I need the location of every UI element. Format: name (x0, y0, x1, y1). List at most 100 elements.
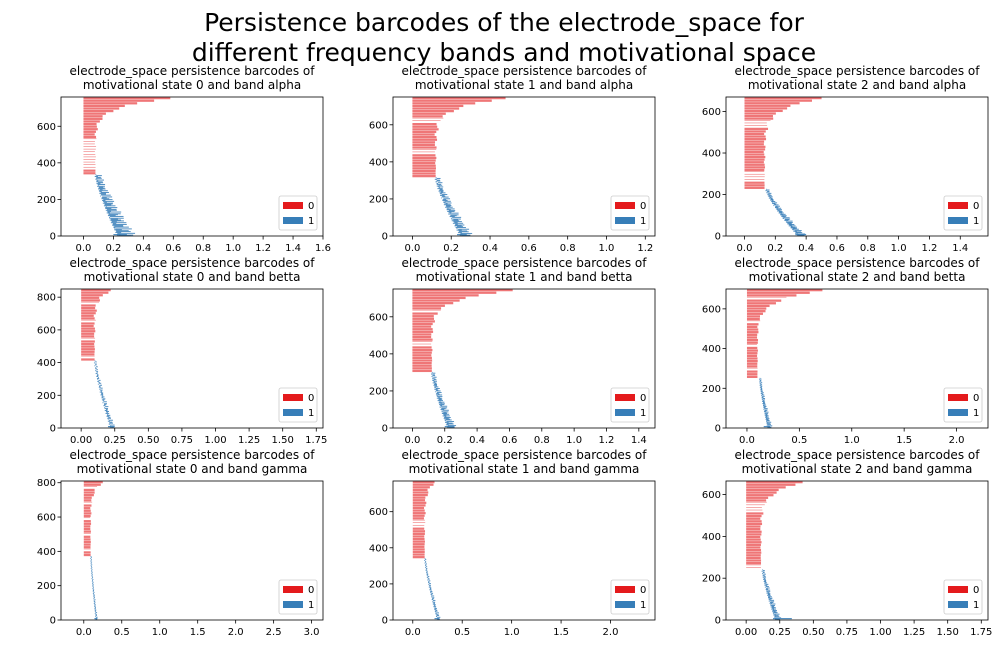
dim1-bar (428, 582, 430, 584)
dim0-bar (412, 117, 444, 119)
dim1-bar (759, 385, 761, 387)
dim1-bar (765, 413, 768, 415)
legend-label: 1 (308, 408, 314, 419)
dim1-bar (790, 226, 798, 228)
dim1-bar (107, 208, 117, 210)
dim1-bar (109, 419, 113, 421)
dim1-bar (429, 588, 432, 590)
dim1-bar (770, 198, 774, 200)
dim1-bar (772, 203, 776, 205)
dim0-bar (81, 319, 96, 321)
dim1-bar (761, 392, 764, 394)
y-tick-label: 400 (37, 358, 56, 369)
dim1-bar (768, 595, 770, 597)
dim1-bar (788, 222, 792, 224)
dim1-bar (90, 567, 92, 569)
dim1-bar (93, 598, 95, 600)
dim1-bar (107, 413, 109, 415)
dim0-bar (412, 322, 433, 326)
dim1-bar (116, 231, 131, 233)
dim1-bar (103, 404, 107, 406)
dim1-bar (765, 583, 769, 585)
dim1-bar (93, 589, 95, 591)
dim1-bar (95, 367, 96, 369)
x-tick-label: 1.2 (921, 243, 937, 254)
subplot-title-line: electrode_space persistence barcodes of (735, 64, 981, 78)
dim1-bar (109, 215, 124, 217)
dim1-bar (767, 591, 769, 593)
dim1-bar (765, 415, 768, 417)
dim0-bar (744, 102, 800, 105)
bars-group (412, 289, 513, 428)
dim1-bar (113, 226, 129, 228)
dim1-bar (425, 567, 428, 569)
dim1-bar (770, 602, 774, 604)
dim0-bar (412, 172, 436, 175)
dim1-bar (97, 179, 105, 181)
dim1-bar (447, 425, 457, 427)
dim1-bar (774, 618, 780, 620)
dim1-bar (109, 216, 111, 218)
dim1-bar (766, 421, 768, 423)
dim1-bar (773, 614, 776, 616)
dim1-bar (449, 216, 455, 218)
dim0-bar (81, 345, 95, 348)
dim1-bar (762, 570, 765, 572)
dim1-bar (97, 182, 104, 184)
dim0-bar (746, 362, 758, 365)
dim1-bar (90, 562, 92, 564)
legend-label: 1 (640, 216, 646, 227)
dim1-bar (764, 583, 766, 585)
x-tick-label: 1.4 (952, 243, 968, 254)
dim0-bar (746, 299, 782, 302)
dim0-bar (83, 148, 96, 150)
dim1-bar (446, 209, 451, 211)
dim1-bar (761, 398, 763, 400)
dim1-bar (432, 372, 436, 374)
dim1-bar (92, 585, 94, 587)
dim1-bar (769, 599, 775, 601)
dim1-bar (458, 228, 470, 230)
dim1-bar (436, 392, 439, 394)
subplot-6: electrode_space persistence barcodes ofm… (702, 256, 989, 446)
dim1-bar (441, 408, 446, 410)
dim1-bar (96, 177, 102, 179)
dim0-bar (412, 164, 436, 167)
dim0-bar (744, 148, 766, 151)
dim1-bar (766, 419, 770, 421)
dim0-bar (81, 348, 95, 351)
dim1-bar (767, 593, 771, 595)
dim0-bar (412, 548, 425, 551)
dim1-bar (446, 423, 454, 425)
dim1-bar (764, 580, 767, 582)
dim1-bar (773, 612, 775, 614)
dim0-bar (744, 179, 765, 180)
dim1-bar (107, 417, 111, 419)
dim1-bar (778, 212, 784, 214)
dim1-bar (433, 604, 436, 606)
dim0-bar (744, 109, 783, 113)
dim0-bar (81, 299, 100, 302)
y-tick-label: 0 (50, 232, 56, 243)
legend-label: 1 (308, 600, 314, 611)
dim0-bar (412, 133, 435, 136)
subplot-title-line: motivational state 1 and band alpha (415, 78, 633, 92)
dim1-bar (113, 234, 127, 236)
dim0-bar (83, 115, 103, 118)
dim1-bar (94, 606, 96, 608)
dim0-bar (746, 530, 762, 533)
dim1-bar (762, 395, 765, 397)
bars-group (412, 97, 506, 236)
dim0-bar (83, 164, 96, 165)
dim1-bar (762, 569, 764, 571)
dim0-bar (81, 335, 95, 338)
dim1-bar (91, 572, 93, 574)
dim1-bar (92, 590, 94, 592)
dim1-bar (93, 594, 95, 596)
dim0-bar (412, 364, 432, 367)
x-tick-label: 0.2 (443, 243, 459, 254)
dim0-bar (412, 102, 476, 105)
dim0-bar (412, 537, 425, 541)
dim1-bar (766, 420, 770, 422)
